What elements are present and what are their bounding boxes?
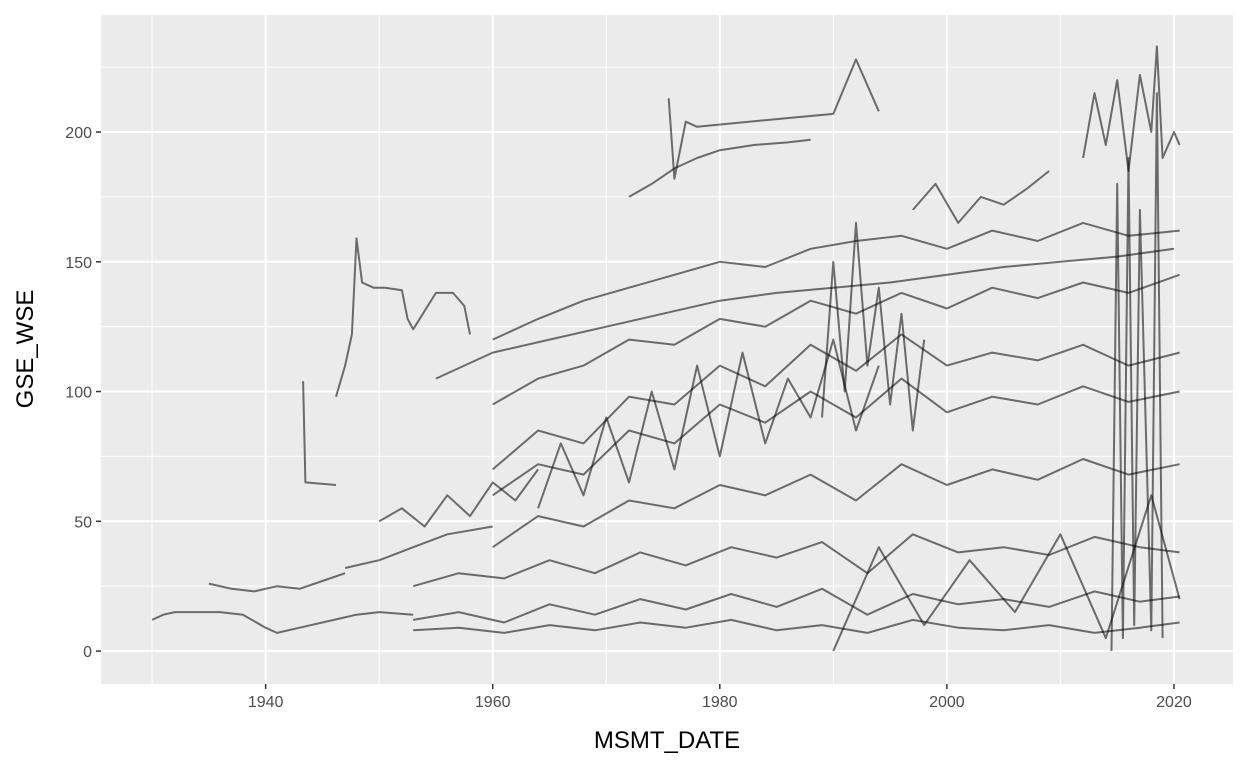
series-line xyxy=(1082,45,1181,172)
y-tick-label: 200 xyxy=(65,125,92,142)
x-tick-label: 1980 xyxy=(702,694,738,711)
x-tick-label: 1940 xyxy=(248,694,284,711)
y-axis-title: GSE_WSE xyxy=(12,290,39,409)
series-line xyxy=(912,170,1050,224)
series-line xyxy=(821,221,926,432)
panel xyxy=(101,15,1233,684)
y-tick-label: 50 xyxy=(74,514,92,531)
series-line xyxy=(151,611,414,634)
series-line xyxy=(492,273,1180,406)
series-line xyxy=(1110,92,1164,652)
series-line xyxy=(344,525,493,569)
series-line xyxy=(537,338,880,509)
series-line xyxy=(492,458,1180,549)
series-line xyxy=(832,494,1181,652)
series-line xyxy=(492,377,1180,497)
series-line xyxy=(413,587,1180,624)
series-line xyxy=(413,618,1180,634)
x-tick-label: 1960 xyxy=(475,694,511,711)
series-line xyxy=(412,533,1180,588)
series-line xyxy=(435,247,1175,380)
y-tick-label: 0 xyxy=(83,644,92,661)
series-line xyxy=(492,221,1180,341)
x-axis-title: MSMT_DATE xyxy=(594,727,740,754)
series-line xyxy=(628,138,811,198)
y-tick-label: 100 xyxy=(65,385,92,402)
series-line xyxy=(302,381,337,486)
series-line xyxy=(208,572,346,593)
series-line xyxy=(378,468,539,528)
series-line xyxy=(667,58,880,180)
y-tick-label: 150 xyxy=(65,255,92,272)
series-line xyxy=(335,237,471,397)
x-tick-label: 2020 xyxy=(1156,694,1192,711)
x-tick-label: 2000 xyxy=(929,694,965,711)
